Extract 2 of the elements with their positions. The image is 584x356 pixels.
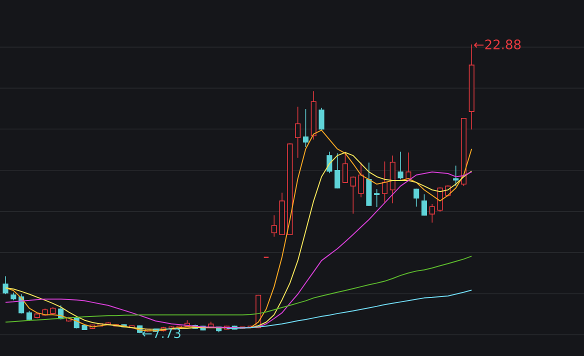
annotation: ←22.88 <box>474 40 521 50</box>
annotation: ←7.73 <box>142 328 180 338</box>
